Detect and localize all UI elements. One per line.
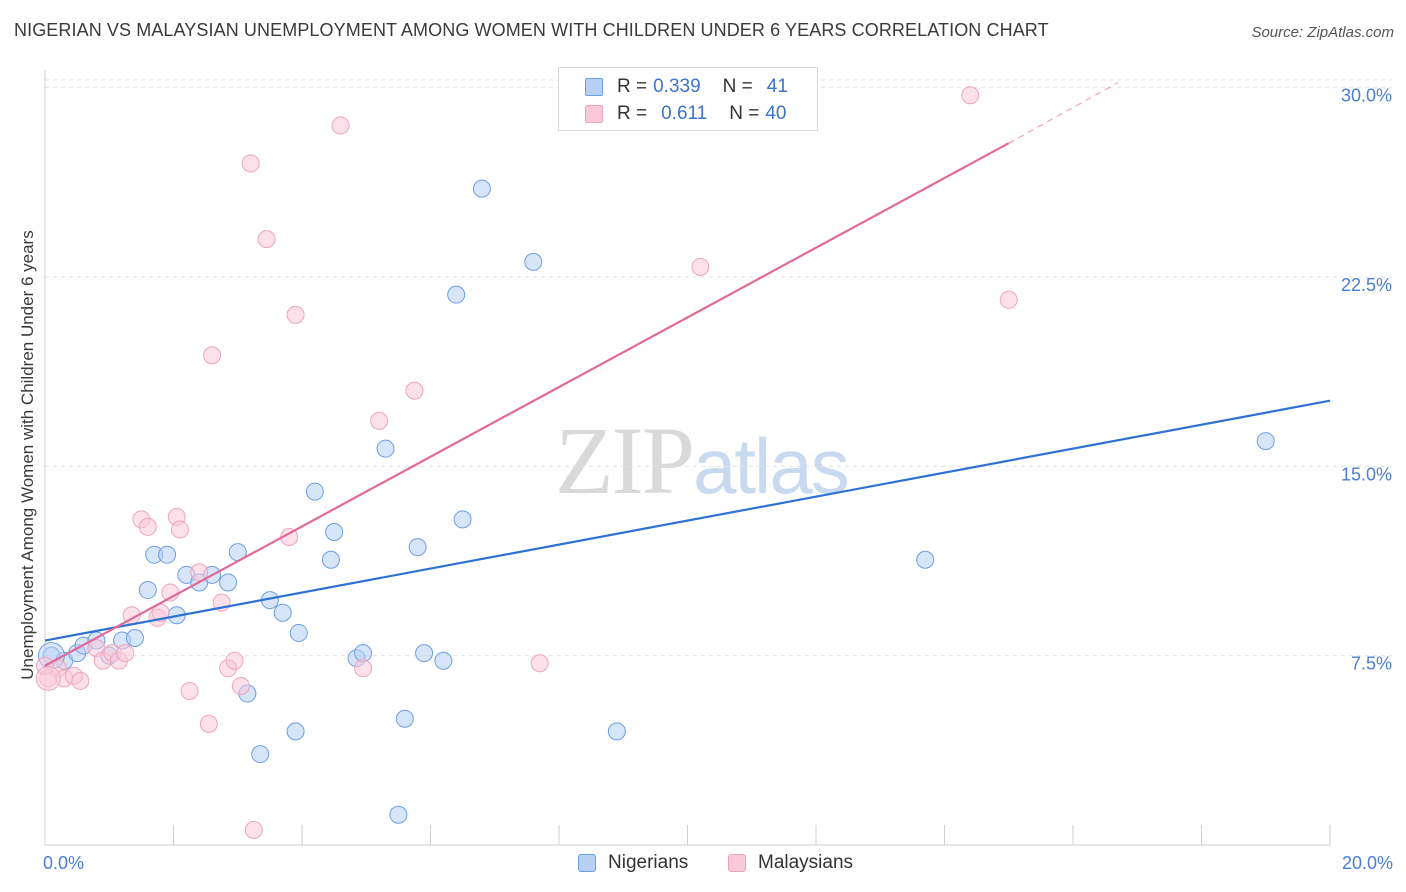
chart-title: NIGERIAN VS MALAYSIAN UNEMPLOYMENT AMONG… bbox=[14, 20, 1049, 40]
nigerian-point bbox=[158, 545, 177, 564]
nigerian-point bbox=[354, 644, 373, 663]
nigerian-point bbox=[447, 285, 466, 304]
malaysian-point bbox=[999, 290, 1018, 309]
nigerian-point bbox=[472, 179, 491, 198]
malaysian-point bbox=[138, 517, 157, 536]
legend-n-value: 41 bbox=[766, 76, 788, 97]
malaysian-point bbox=[961, 86, 980, 105]
nigerian-point bbox=[453, 510, 472, 529]
nigerian-point bbox=[395, 709, 414, 728]
malaysian-point bbox=[35, 665, 61, 691]
nigerian-point bbox=[289, 623, 308, 642]
swatch-malaysians bbox=[728, 854, 746, 872]
legend-r-value: 0.339 bbox=[653, 76, 701, 97]
legend-item-malaysians[interactable]: Malaysians bbox=[728, 852, 853, 874]
malaysian-point bbox=[170, 520, 189, 539]
source-label: Source: ZipAtlas.com bbox=[1251, 24, 1394, 41]
watermark-zip: ZIP bbox=[555, 407, 695, 514]
nigerian-point bbox=[251, 745, 270, 764]
malaysian-point bbox=[241, 154, 260, 173]
malaysians-trend-line bbox=[44, 142, 1010, 667]
legend-n-value: 40 bbox=[765, 103, 787, 124]
legend-r-value: 0.611 bbox=[661, 103, 708, 124]
malaysian-point bbox=[405, 381, 424, 400]
malaysians-points bbox=[35, 86, 1018, 839]
nigerian-point bbox=[415, 644, 434, 663]
legend-r-label: R = bbox=[617, 103, 648, 124]
series-legend: Nigerians Malaysians bbox=[0, 852, 1406, 878]
y-tick-label: 22.5% bbox=[1341, 275, 1392, 295]
malaysian-point bbox=[370, 411, 389, 430]
swatch-nigerians bbox=[578, 854, 596, 872]
malaysian-point bbox=[691, 257, 710, 276]
legend-n-label: N = bbox=[722, 76, 753, 97]
legend-row-malaysians: R = 0.611 N = 40 bbox=[585, 102, 787, 126]
tick-labels: 7.5% 15.0% 22.5% 30.0% 0.0% 20.0% bbox=[43, 86, 1393, 873]
nigerian-point bbox=[273, 603, 292, 622]
nigerians-trend-line bbox=[44, 399, 1331, 642]
nigerian-point bbox=[916, 550, 935, 569]
legend-swatch-nigerians bbox=[585, 78, 603, 96]
correlation-legend: R = 0.339 N = 41 R = 0.611 N = 40 bbox=[558, 67, 818, 131]
nigerian-point bbox=[408, 538, 427, 557]
malaysian-point bbox=[71, 671, 90, 690]
trend-lines bbox=[44, 82, 1331, 667]
axes bbox=[44, 70, 1331, 846]
malaysian-point bbox=[203, 346, 222, 365]
malaysian-point bbox=[180, 682, 199, 701]
nigerian-point bbox=[125, 628, 144, 647]
nigerian-point bbox=[607, 722, 626, 741]
nigerian-point bbox=[305, 482, 324, 501]
legend-item-nigerians[interactable]: Nigerians bbox=[578, 852, 688, 874]
malaysian-point bbox=[257, 230, 276, 249]
legend-r-label: R = bbox=[617, 76, 648, 97]
nigerian-point bbox=[219, 573, 238, 592]
malaysian-point bbox=[354, 659, 373, 678]
malaysian-point bbox=[530, 654, 549, 673]
legend-label-malaysians: Malaysians bbox=[758, 852, 854, 873]
malaysian-point bbox=[199, 714, 218, 733]
nigerian-point bbox=[321, 550, 340, 569]
nigerian-point bbox=[325, 522, 344, 541]
malaysian-point bbox=[190, 563, 209, 582]
malaysian-point bbox=[225, 651, 244, 670]
nigerian-point bbox=[524, 252, 543, 271]
nigerian-point bbox=[434, 651, 453, 670]
nigerian-point bbox=[1256, 432, 1275, 451]
malaysians-trend-extension bbox=[1008, 82, 1119, 144]
x-tick-label: 20.0% bbox=[1342, 853, 1393, 873]
y-tick-label: 30.0% bbox=[1341, 86, 1392, 106]
legend-row-nigerians: R = 0.339 N = 41 bbox=[585, 75, 788, 99]
malaysian-point bbox=[116, 644, 135, 663]
nigerian-point bbox=[138, 581, 157, 600]
malaysian-point bbox=[286, 305, 305, 324]
malaysian-point bbox=[231, 676, 250, 695]
legend-swatch-malaysians bbox=[585, 105, 603, 123]
malaysian-point bbox=[331, 116, 350, 135]
malaysian-point bbox=[244, 820, 263, 839]
legend-label-nigerians: Nigerians bbox=[608, 852, 689, 873]
y-tick-label: 7.5% bbox=[1351, 654, 1392, 674]
nigerian-point bbox=[286, 722, 305, 741]
x-tick-label: 0.0% bbox=[43, 853, 84, 873]
legend-n-label: N = bbox=[729, 103, 760, 124]
y-tick-label: 15.0% bbox=[1341, 464, 1392, 484]
nigerian-point bbox=[389, 805, 408, 824]
nigerian-point bbox=[376, 439, 395, 458]
